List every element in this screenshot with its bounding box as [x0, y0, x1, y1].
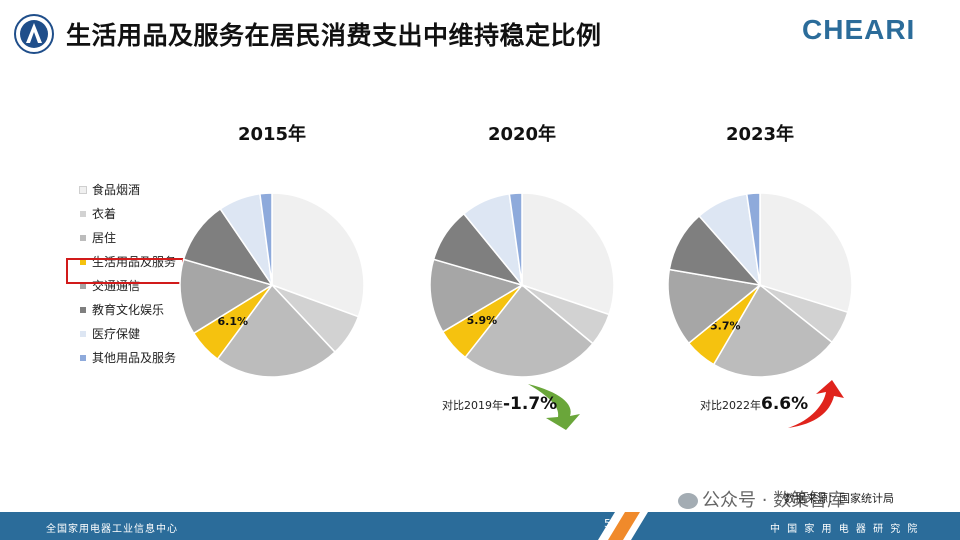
wechat-icon: [678, 493, 698, 509]
pie-slice: [745, 192, 761, 286]
legend-label: 食品烟酒: [92, 183, 141, 197]
legend-item: 其他用品及服务: [70, 346, 190, 370]
legend-item: 教育文化娱乐: [70, 298, 190, 322]
legend-swatch: [79, 186, 87, 194]
legend-swatch: [80, 307, 86, 313]
brand-logo: CHEARI: [802, 14, 916, 45]
legend-swatch: [80, 331, 86, 337]
trend-down-arrow-icon: [528, 384, 580, 430]
comparison-2022-prefix: 对比2022年: [700, 399, 761, 412]
legend-label: 教育文化娱乐: [92, 303, 165, 317]
legend-label: 衣着: [92, 207, 117, 221]
pie-chart-0: 6.1%: [179, 192, 365, 378]
wechat-watermark: 公众号 · 数策智库: [678, 486, 845, 512]
legend-swatch: [80, 355, 86, 361]
page-number: 5: [604, 517, 611, 530]
footer-right-text: 中 国 家 用 电 器 研 究 院: [770, 524, 920, 535]
page-title: 生活用品及服务在居民消费支出中维持稳定比例: [66, 21, 602, 50]
wechat-text: 公众号 · 数策智库: [702, 490, 846, 511]
pie-chart-1: 5.9%: [429, 192, 615, 378]
pie-slice: [271, 192, 365, 318]
pie-slice: [712, 283, 834, 378]
pie-data-label: 6.1%: [218, 315, 249, 328]
legend-label: 居住: [92, 231, 117, 245]
pie-chart-title: 2020年: [488, 123, 556, 145]
pie-slice: [216, 283, 337, 378]
footer-bar: [0, 512, 960, 540]
comparison-2022: 对比2022年6.6%: [700, 394, 808, 414]
pie-slice: [429, 258, 524, 333]
legend-label: 其他用品及服务: [92, 351, 177, 365]
legend-swatch: [80, 211, 86, 217]
data-source: 数据来源：国家统计局: [784, 492, 894, 505]
legend-item: 衣着: [70, 202, 190, 226]
comparison-2019-value: -1.7%: [503, 394, 558, 414]
legend-item: 食品烟酒: [70, 178, 190, 202]
pie-slice: [179, 258, 274, 335]
pie-slice: [508, 192, 523, 286]
pie-slice: [759, 192, 853, 314]
comparison-2019-prefix: 对比2019年: [442, 399, 503, 412]
institute-emblem-icon: [14, 14, 54, 54]
legend-item: 居住: [70, 226, 190, 250]
pie-slice: [521, 192, 615, 316]
comparison-2022-value: 6.6%: [761, 394, 809, 414]
footer-left-text: 全国家用电器工业信息中心: [46, 524, 178, 535]
legend-item: 医疗保健: [70, 322, 190, 346]
legend-label: 医疗保健: [92, 327, 141, 341]
legend-swatch: [80, 283, 86, 289]
pie-chart-title: 2023年: [726, 123, 794, 145]
pie-data-label: 5.7%: [710, 320, 741, 333]
legend-swatch: [80, 235, 86, 241]
pie-slice: [464, 283, 594, 378]
pie-slice: [259, 192, 273, 286]
comparison-2019: 对比2019年-1.7%: [442, 394, 557, 414]
pie-chart-2: 5.7%: [667, 192, 853, 378]
pie-chart-title: 2015年: [238, 123, 306, 145]
pie-slice: [667, 268, 762, 345]
pie-data-label: 5.9%: [467, 314, 498, 327]
legend-swatch: [80, 259, 86, 265]
trend-up-arrow-icon: [788, 380, 844, 428]
